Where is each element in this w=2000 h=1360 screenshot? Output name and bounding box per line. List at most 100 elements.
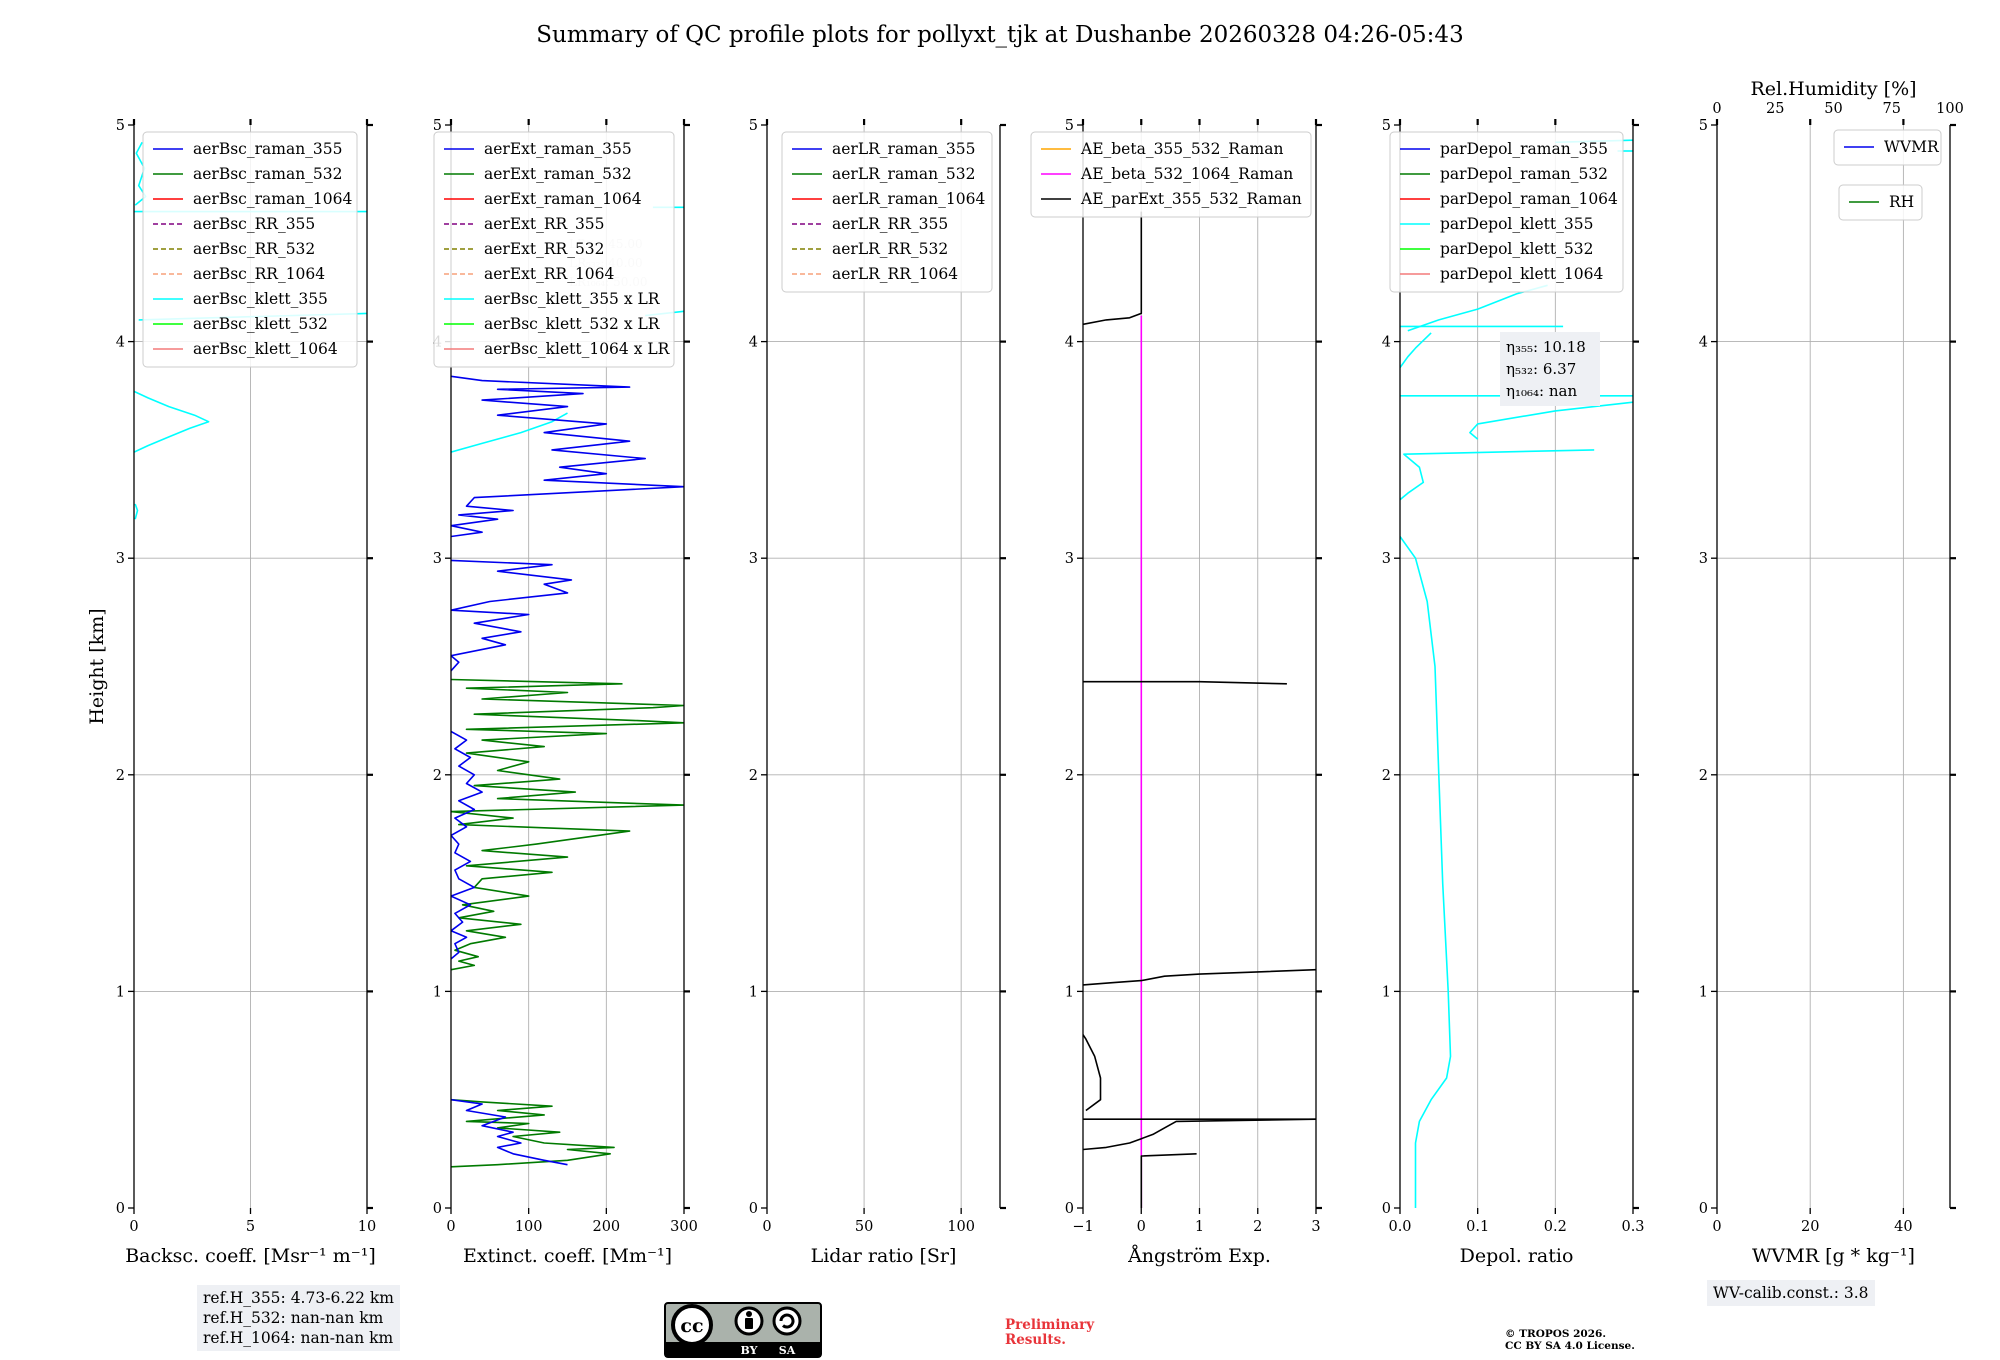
y-tick-label: 0 <box>749 1201 758 1217</box>
x-axis-label: Extinct. coeff. [Mm⁻¹] <box>463 1245 672 1267</box>
legend-label: AE_beta_532_1064_Raman <box>1080 165 1293 183</box>
series-line-aerBsc_klett_355 x LR <box>451 412 568 453</box>
series-line-aerBsc_klett_355 <box>134 390 210 453</box>
y-tick-label: 1 <box>1065 984 1074 1000</box>
y-tick-label: 3 <box>1382 551 1391 567</box>
legend-angstrom: AE_beta_355_532_Raman AE_beta_532_1064_Ra… <box>1030 131 1312 218</box>
legend-frame <box>433 131 675 368</box>
y-tick-label: 0 <box>1065 1201 1074 1217</box>
y-axis-label: Height [km] <box>86 608 108 724</box>
series-line-parDepol_klett_355 <box>1400 332 1432 369</box>
series-line-aerExt_raman_355 <box>451 1098 568 1166</box>
legend-label: aerBsc_klett_532 x LR <box>484 315 661 333</box>
eta-text: η₅₃₂: 6.37 <box>1506 360 1576 378</box>
legend-label: aerBsc_klett_355 <box>193 290 328 308</box>
preliminary-results-note: Preliminary Results. <box>1005 1318 1094 1348</box>
series-line-AE_parExt_355_532_Raman <box>1083 968 1316 986</box>
x-tick-label: 0.1 <box>1466 1219 1489 1235</box>
series-line-parDepol_klett_355 <box>1400 449 1595 501</box>
x-tick-label: 3 <box>1311 1219 1320 1235</box>
series-group <box>1400 139 1633 1208</box>
x-tick-label: 50 <box>855 1219 873 1235</box>
legend-label: aerBsc_klett_1064 x LR <box>484 340 671 358</box>
legend-label: aerLR_RR_355 <box>832 215 948 233</box>
y-tick-label: 4 <box>1382 335 1391 351</box>
figure-title: Summary of QC profile plots for pollyxt_… <box>536 22 1464 48</box>
legend-label: AE_beta_355_532_Raman <box>1080 140 1283 158</box>
legend-frame <box>142 131 358 368</box>
legend-label: parDepol_raman_532 <box>1440 165 1608 183</box>
legend-label: aerLR_raman_355 <box>832 140 975 158</box>
x-tick-label: 100 <box>515 1219 543 1235</box>
legend-backscatter: aerBsc_raman_355 aerBsc_raman_532 aerBsc_r… <box>142 131 358 368</box>
series-line-parDepol_klett_355 <box>1400 536 1452 1208</box>
series-line-AE_parExt_355_532_Raman <box>1083 680 1287 685</box>
series-line-AE_parExt_355_532_Raman <box>1083 1118 1316 1151</box>
reference-height-box: ref.H_355: 4.73-6.22 km ref.H_532: nan-n… <box>197 1285 400 1351</box>
wv-calibration-box: WV-calib.const.: 3.8 <box>1707 1280 1875 1306</box>
top-x-tick-label: 100 <box>1936 101 1964 117</box>
legend-label: WVMR <box>1884 138 1940 156</box>
x-axis-label: Backsc. coeff. [Msr⁻¹ m⁻¹] <box>125 1245 376 1267</box>
y-tick-label: 4 <box>749 335 758 351</box>
y-tick-label: 2 <box>1699 768 1708 784</box>
eta-text: η₃₅₅: 10.18 <box>1506 338 1586 356</box>
y-tick-label: 5 <box>116 118 125 134</box>
cc-license-badge: cc BY SA <box>664 1302 822 1358</box>
x-tick-label: 0 <box>1137 1219 1146 1235</box>
y-tick-label: 3 <box>749 551 758 567</box>
y-tick-label: 1 <box>1382 984 1391 1000</box>
legend-frame <box>1030 131 1312 218</box>
top-x-tick-label: 0 <box>1712 101 1721 117</box>
x-axis-label: Ångström Exp. <box>1127 1245 1271 1267</box>
legend-label: aerBsc_klett_1064 <box>193 340 338 358</box>
legend-extinction: aerExt_raman_355 aerExt_raman_532 aerExt_r… <box>433 131 675 368</box>
x-tick-label: 100 <box>947 1219 975 1235</box>
wv-calibration-text: WV-calib.const.: 3.8 <box>1713 1284 1869 1302</box>
y-tick-label: 0 <box>1382 1201 1391 1217</box>
legend-label: aerBsc_RR_532 <box>193 240 315 258</box>
legend-lidar-ratio: aerLR_raman_355 aerLR_raman_532 aerLR_rama… <box>781 131 993 293</box>
y-tick-label: 2 <box>749 768 758 784</box>
x-tick-label: 0.2 <box>1544 1219 1567 1235</box>
panel-1: 0 1 2 3 4 5 0 5 10 Backsc. coeff. [Msr⁻¹ m⁻¹] Heig… <box>86 118 376 1267</box>
y-tick-label: 5 <box>1065 118 1074 134</box>
y-tick-label: 4 <box>1699 335 1708 351</box>
y-tick-label: 3 <box>433 551 442 567</box>
legend-frame <box>1838 184 1923 221</box>
eta-annotation: η₃₅₅: 10.18 η₅₃₂: 6.37 η₁₀₆₄: nan <box>1500 332 1600 406</box>
legend-label: aerBsc_raman_1064 <box>193 190 353 208</box>
legend-label: aerBsc_raman_355 <box>193 140 343 158</box>
series-group <box>1083 211 1316 1208</box>
series-line-aerExt_raman_355 <box>451 730 483 960</box>
y-tick-label: 5 <box>433 118 442 134</box>
legend-label: aerExt_RR_355 <box>484 215 605 233</box>
x-tick-label: 0 <box>446 1219 455 1235</box>
y-tick-label: 2 <box>116 768 125 784</box>
sa-label: SA <box>779 1344 796 1357</box>
top-x-tick-label: 50 <box>1824 101 1842 117</box>
copyright-note: © TROPOS 2026. CC BY SA 4.0 License. <box>1505 1328 1635 1352</box>
series-line-AE_parExt_355_532_Raman <box>1083 211 1143 326</box>
legend-label: aerExt_RR_532 <box>484 240 605 258</box>
legend-label: aerBsc_klett_532 <box>193 315 328 333</box>
legend-label: aerBsc_RR_355 <box>193 215 315 233</box>
ref-height-532: ref.H_532: nan-nan km <box>203 1309 384 1327</box>
legend-label: aerLR_raman_532 <box>832 165 975 183</box>
x-axis-label: Depol. ratio <box>1460 1245 1574 1267</box>
y-tick-label: 0 <box>116 1201 125 1217</box>
x-tick-label: 0.0 <box>1388 1219 1411 1235</box>
legend-frame <box>1389 131 1624 293</box>
x-tick-label: 20 <box>1801 1219 1819 1235</box>
legend-frame <box>1833 129 1942 166</box>
series-line-aerExt_raman_532 <box>451 1098 615 1168</box>
y-tick-label: 4 <box>1065 335 1074 351</box>
top-x-axis-label: Rel.Humidity [%] <box>1750 78 1916 100</box>
legend-label: aerLR_raman_1064 <box>832 190 985 208</box>
legend-label: parDepol_klett_532 <box>1440 240 1593 258</box>
top-x-tick-label: 25 <box>1766 101 1784 117</box>
legend-label: aerExt_raman_532 <box>484 165 632 183</box>
series-line-parDepol_klett_355 <box>1469 401 1633 440</box>
y-tick-label: 0 <box>433 1201 442 1217</box>
